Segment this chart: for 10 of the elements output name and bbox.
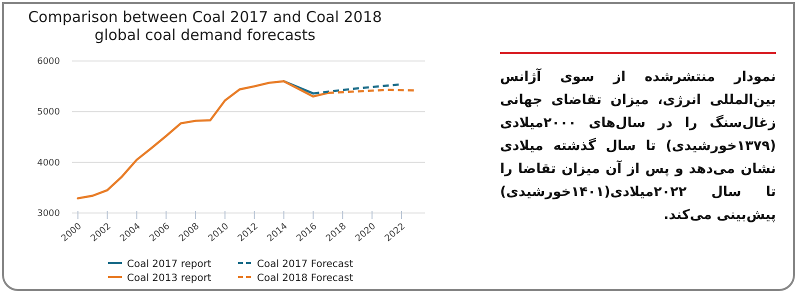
legend-label: Coal 2013 report [127, 273, 212, 284]
y-tick-label: 6000 [37, 57, 60, 67]
legend-label: Coal 2017 Forecast [257, 259, 354, 270]
legend-label: Coal 2018 Forecast [257, 273, 354, 284]
legend-label: Coal 2017 report [127, 259, 212, 270]
annotation: نمودار منتشرشده از سوی آژانس بین‌المللی انرژی، میزان تقاضای جهانی زغال‌سنگ را در سال‌های ۲۰۰۰میلادی (۱۳۷۹خورشیدی) تا سال گذشته میلادی نشان می‌دهد و پس از آن میزان تقاضا را تا سال ۲۰۲۲میلادی(۱۴۰۱خورشیدی) پیش‌بینی می‌کند. [500, 52, 776, 227]
y-tick-label: 5000 [37, 108, 60, 118]
y-tick-label: 3000 [37, 209, 60, 219]
y-tick-label: 4000 [37, 158, 60, 168]
chart-title: Comparison between Coal 2017 and Coal 2018 global coal demand forecasts [28, 8, 382, 44]
